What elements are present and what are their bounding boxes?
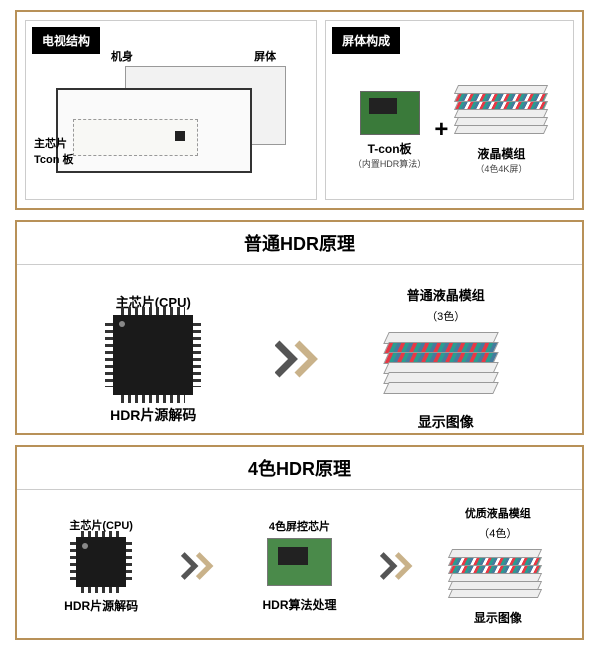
step3-cpu-caption: HDR片源解码 bbox=[27, 597, 175, 614]
label-tcon: Tcon 板 bbox=[34, 151, 74, 167]
panel-tv-structure: 电视结构 机身 屏体 主芯片 Tcon 板 屏体构成 T-con板 （内置HDR… bbox=[15, 10, 584, 210]
arrow-icon bbox=[175, 551, 225, 581]
tcon-sublabel: （内置HDR算法） bbox=[353, 157, 427, 170]
label-mainchip: 主芯片 bbox=[34, 135, 67, 151]
lcd-component: 液晶模组 （4色4K屏） bbox=[456, 85, 546, 175]
lcd-label: 液晶模组 bbox=[456, 145, 546, 162]
step-lcd-sub: （3色） bbox=[325, 308, 568, 324]
label-body: 机身 bbox=[111, 48, 133, 64]
label-screen: 屏体 bbox=[254, 48, 276, 64]
tv-diagram: 机身 屏体 主芯片 Tcon 板 bbox=[56, 66, 286, 179]
step-lcd-caption: 显示图像 bbox=[325, 412, 568, 432]
step-lcd: 普通液晶模组 （3色） 显示图像 bbox=[325, 285, 568, 432]
step3-tcon: 4色屏控芯片 HDR算法处理 bbox=[225, 518, 373, 613]
step3-lcd: 优质液晶模组 （4色） 显示图像 bbox=[424, 505, 572, 626]
step3-tcon-title: 4色屏控芯片 bbox=[225, 518, 373, 534]
tab-screen-composition: 屏体构成 bbox=[332, 27, 400, 54]
step-cpu-caption: HDR片源解码 bbox=[32, 405, 275, 425]
lcd-stack-icon bbox=[386, 332, 506, 402]
tab-tv-structure: 电视结构 bbox=[32, 27, 100, 54]
step3-lcd-sub: （4色） bbox=[424, 525, 572, 541]
panel-normal-hdr: 普通HDR原理 主芯片(CPU) HDR片源解码 普通液晶模组 （3色） 显示图… bbox=[15, 220, 584, 435]
arrow-icon bbox=[374, 551, 424, 581]
screen-composition-box: 屏体构成 T-con板 （内置HDR算法） + 液晶模组 （4色4K屏） bbox=[325, 20, 574, 200]
cpu-chip-icon bbox=[113, 315, 193, 395]
panel3-title: 4色HDR原理 bbox=[17, 447, 582, 490]
step3-lcd-caption: 显示图像 bbox=[424, 609, 572, 626]
tv-structure-box: 电视结构 机身 屏体 主芯片 Tcon 板 bbox=[25, 20, 317, 200]
tcon-label: T-con板 bbox=[353, 140, 427, 157]
tcon-component: T-con板 （内置HDR算法） bbox=[353, 91, 427, 170]
lcd-sublabel: （4色4K屏） bbox=[456, 162, 546, 175]
step-lcd-title: 普通液晶模组 bbox=[325, 285, 568, 304]
step3-tcon-caption: HDR算法处理 bbox=[225, 596, 373, 613]
lcd-stack-icon bbox=[456, 85, 546, 140]
plus-icon: + bbox=[434, 116, 448, 144]
panel2-title: 普通HDR原理 bbox=[17, 222, 582, 265]
tcon-board-icon bbox=[360, 91, 420, 135]
panel-4color-hdr: 4色HDR原理 主芯片(CPU) HDR片源解码 4色屏控芯片 HDR算法处理 … bbox=[15, 445, 584, 640]
tcon-chip-icon bbox=[267, 538, 332, 586]
step3-cpu: 主芯片(CPU) HDR片源解码 bbox=[27, 517, 175, 614]
cpu-chip-icon bbox=[76, 537, 126, 587]
lcd-stack-icon bbox=[450, 549, 545, 599]
step3-lcd-title: 优质液晶模组 bbox=[424, 505, 572, 521]
arrow-icon bbox=[275, 339, 325, 379]
step-cpu: 主芯片(CPU) HDR片源解码 bbox=[32, 292, 275, 425]
